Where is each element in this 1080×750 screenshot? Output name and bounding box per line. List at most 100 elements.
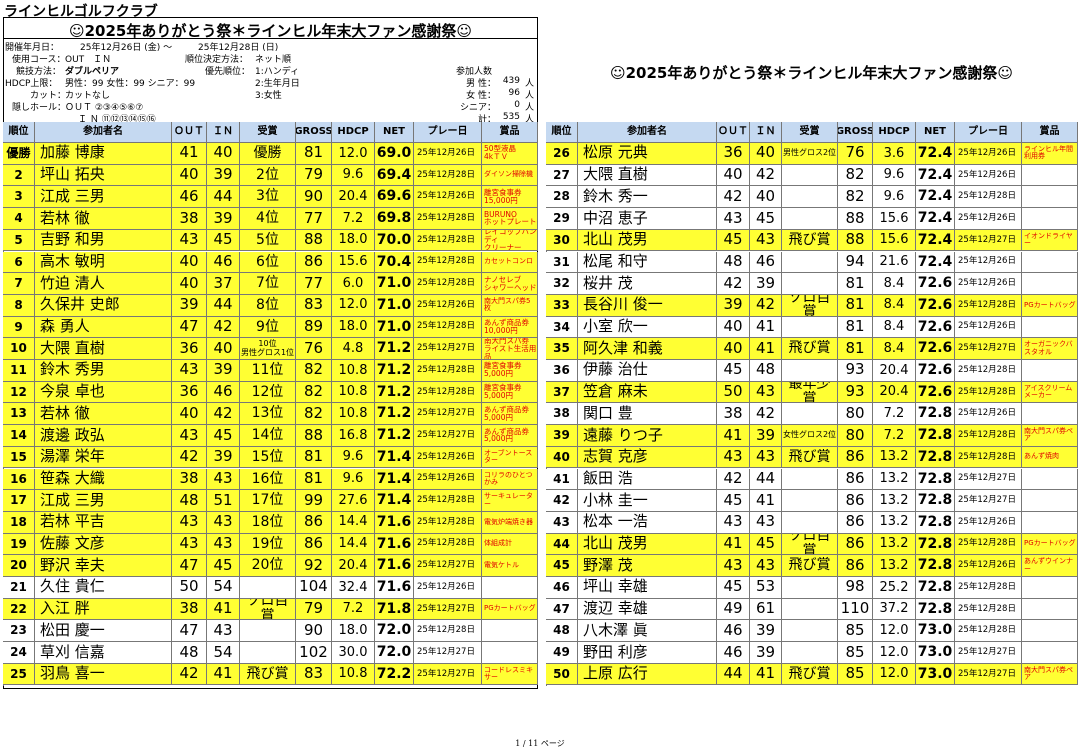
- out-score: 40: [717, 164, 750, 187]
- rank: 44: [546, 533, 578, 556]
- rank: 3: [3, 186, 35, 209]
- in-score: 39: [750, 425, 782, 447]
- award: 飛び賞: [782, 663, 838, 686]
- column-header: 順位: [3, 122, 35, 143]
- out-score: 47: [172, 555, 207, 577]
- play-date: 25年12月28日: [955, 620, 1022, 643]
- out-score: 43: [172, 229, 207, 252]
- player-name: 野沢 幸夫: [35, 555, 172, 577]
- event-title-right: ☺2025年ありがとう祭＊ラインヒル年末大ファン感謝祭☺: [609, 64, 1014, 82]
- info-text: Ｉ Ｎ ⑪⑫⑬⑭⑮⑯: [78, 115, 156, 125]
- award: 最年少賞: [782, 381, 838, 404]
- prize: オーブントースター: [482, 446, 538, 469]
- out-score: 49: [717, 598, 750, 621]
- award: 20位: [240, 555, 296, 577]
- play-date: 25年12月28日: [414, 208, 482, 230]
- info-text: OUT ＩＮ: [65, 55, 112, 65]
- prize: 離宮食事券 5,000円: [482, 360, 538, 382]
- in-score: 44: [207, 294, 240, 317]
- gross: 81: [838, 273, 873, 295]
- play-date: 25年12月28日: [414, 511, 482, 534]
- player-name: 坪山 幸雄: [578, 577, 717, 599]
- gross: 88: [296, 229, 332, 252]
- out-score: 42: [172, 663, 207, 686]
- play-date: 25年12月28日: [955, 598, 1022, 621]
- prize: オーガニックバスタオル: [1022, 338, 1078, 360]
- play-date: 25年12月26日: [955, 316, 1022, 339]
- prize: [1022, 490, 1078, 512]
- column-header: 参加者名: [578, 122, 717, 143]
- prize: コリラのひとつかみ: [482, 468, 538, 491]
- prize: [1022, 273, 1078, 295]
- gross: 85: [838, 620, 873, 643]
- player-name: 伊藤 治仕: [578, 360, 717, 382]
- title-rule: [3, 38, 538, 39]
- award: 飛び賞: [782, 555, 838, 577]
- player-name: 笹森 大織: [35, 468, 172, 491]
- award: ゾロ目賞: [782, 294, 838, 317]
- hdcp: 18.0: [332, 229, 375, 252]
- player-name: 野澤 茂: [578, 555, 717, 577]
- player-name: 小室 欣一: [578, 316, 717, 339]
- hdcp: 18.0: [332, 620, 375, 643]
- out-score: 45: [717, 229, 750, 252]
- rank: 8: [3, 294, 35, 317]
- in-score: 43: [207, 533, 240, 556]
- in-score: 46: [750, 251, 782, 274]
- column-header: HDCP: [873, 122, 916, 143]
- column-header: NET: [375, 122, 414, 143]
- gross: 82: [838, 186, 873, 209]
- play-date: 25年12月27日: [414, 338, 482, 360]
- hdcp: 20.4: [332, 186, 375, 209]
- net: 72.6: [916, 273, 955, 295]
- participants-label: 計：: [477, 115, 496, 125]
- net: 72.6: [916, 381, 955, 404]
- column-header: 受賞: [240, 122, 296, 143]
- prize: カセットコンロ: [482, 251, 538, 274]
- play-date: 25年12月27日: [414, 642, 482, 664]
- play-date: 25年12月27日: [955, 490, 1022, 512]
- out-score: 41: [717, 533, 750, 556]
- gross: 86: [838, 555, 873, 577]
- hdcp: 12.0: [873, 642, 916, 664]
- out-score: 36: [172, 381, 207, 404]
- column-header: GROSS: [838, 122, 873, 143]
- award: 優勝: [240, 143, 296, 165]
- player-name: 渡邊 政弘: [35, 425, 172, 447]
- out-score: 43: [172, 425, 207, 447]
- gross: 94: [838, 251, 873, 274]
- hdcp: 12.0: [332, 143, 375, 165]
- play-date: 25年12月27日: [414, 663, 482, 686]
- award: [782, 164, 838, 187]
- rank: 27: [546, 164, 578, 187]
- rank: 4: [3, 208, 35, 230]
- player-name: 鈴木 秀一: [578, 186, 717, 209]
- in-score: 40: [750, 186, 782, 209]
- hdcp: 12.0: [873, 620, 916, 643]
- prize: 50型液晶 4kＴＶ: [482, 143, 538, 165]
- out-score: 42: [717, 186, 750, 209]
- rank: 34: [546, 316, 578, 339]
- award: 14位: [240, 425, 296, 447]
- net: 71.8: [375, 598, 414, 621]
- hdcp: 15.6: [873, 229, 916, 252]
- player-name: 北山 茂男: [578, 229, 717, 252]
- column-header: NET: [916, 122, 955, 143]
- award: [240, 620, 296, 643]
- rank: 41: [546, 468, 578, 491]
- rank: 5: [3, 229, 35, 252]
- gross: 77: [296, 208, 332, 230]
- net: 72.8: [916, 555, 955, 577]
- award: [782, 273, 838, 295]
- prize: [482, 642, 538, 664]
- out-score: 43: [172, 533, 207, 556]
- out-score: 38: [172, 598, 207, 621]
- prize: コードレスミキサー: [482, 663, 538, 686]
- rank: 43: [546, 511, 578, 534]
- rank: 29: [546, 208, 578, 230]
- gross: 77: [296, 273, 332, 295]
- player-name: 八木澤 眞: [578, 620, 717, 643]
- in-score: 41: [750, 316, 782, 339]
- participants-unit: 人: [525, 115, 535, 125]
- hdcp: 15.6: [873, 208, 916, 230]
